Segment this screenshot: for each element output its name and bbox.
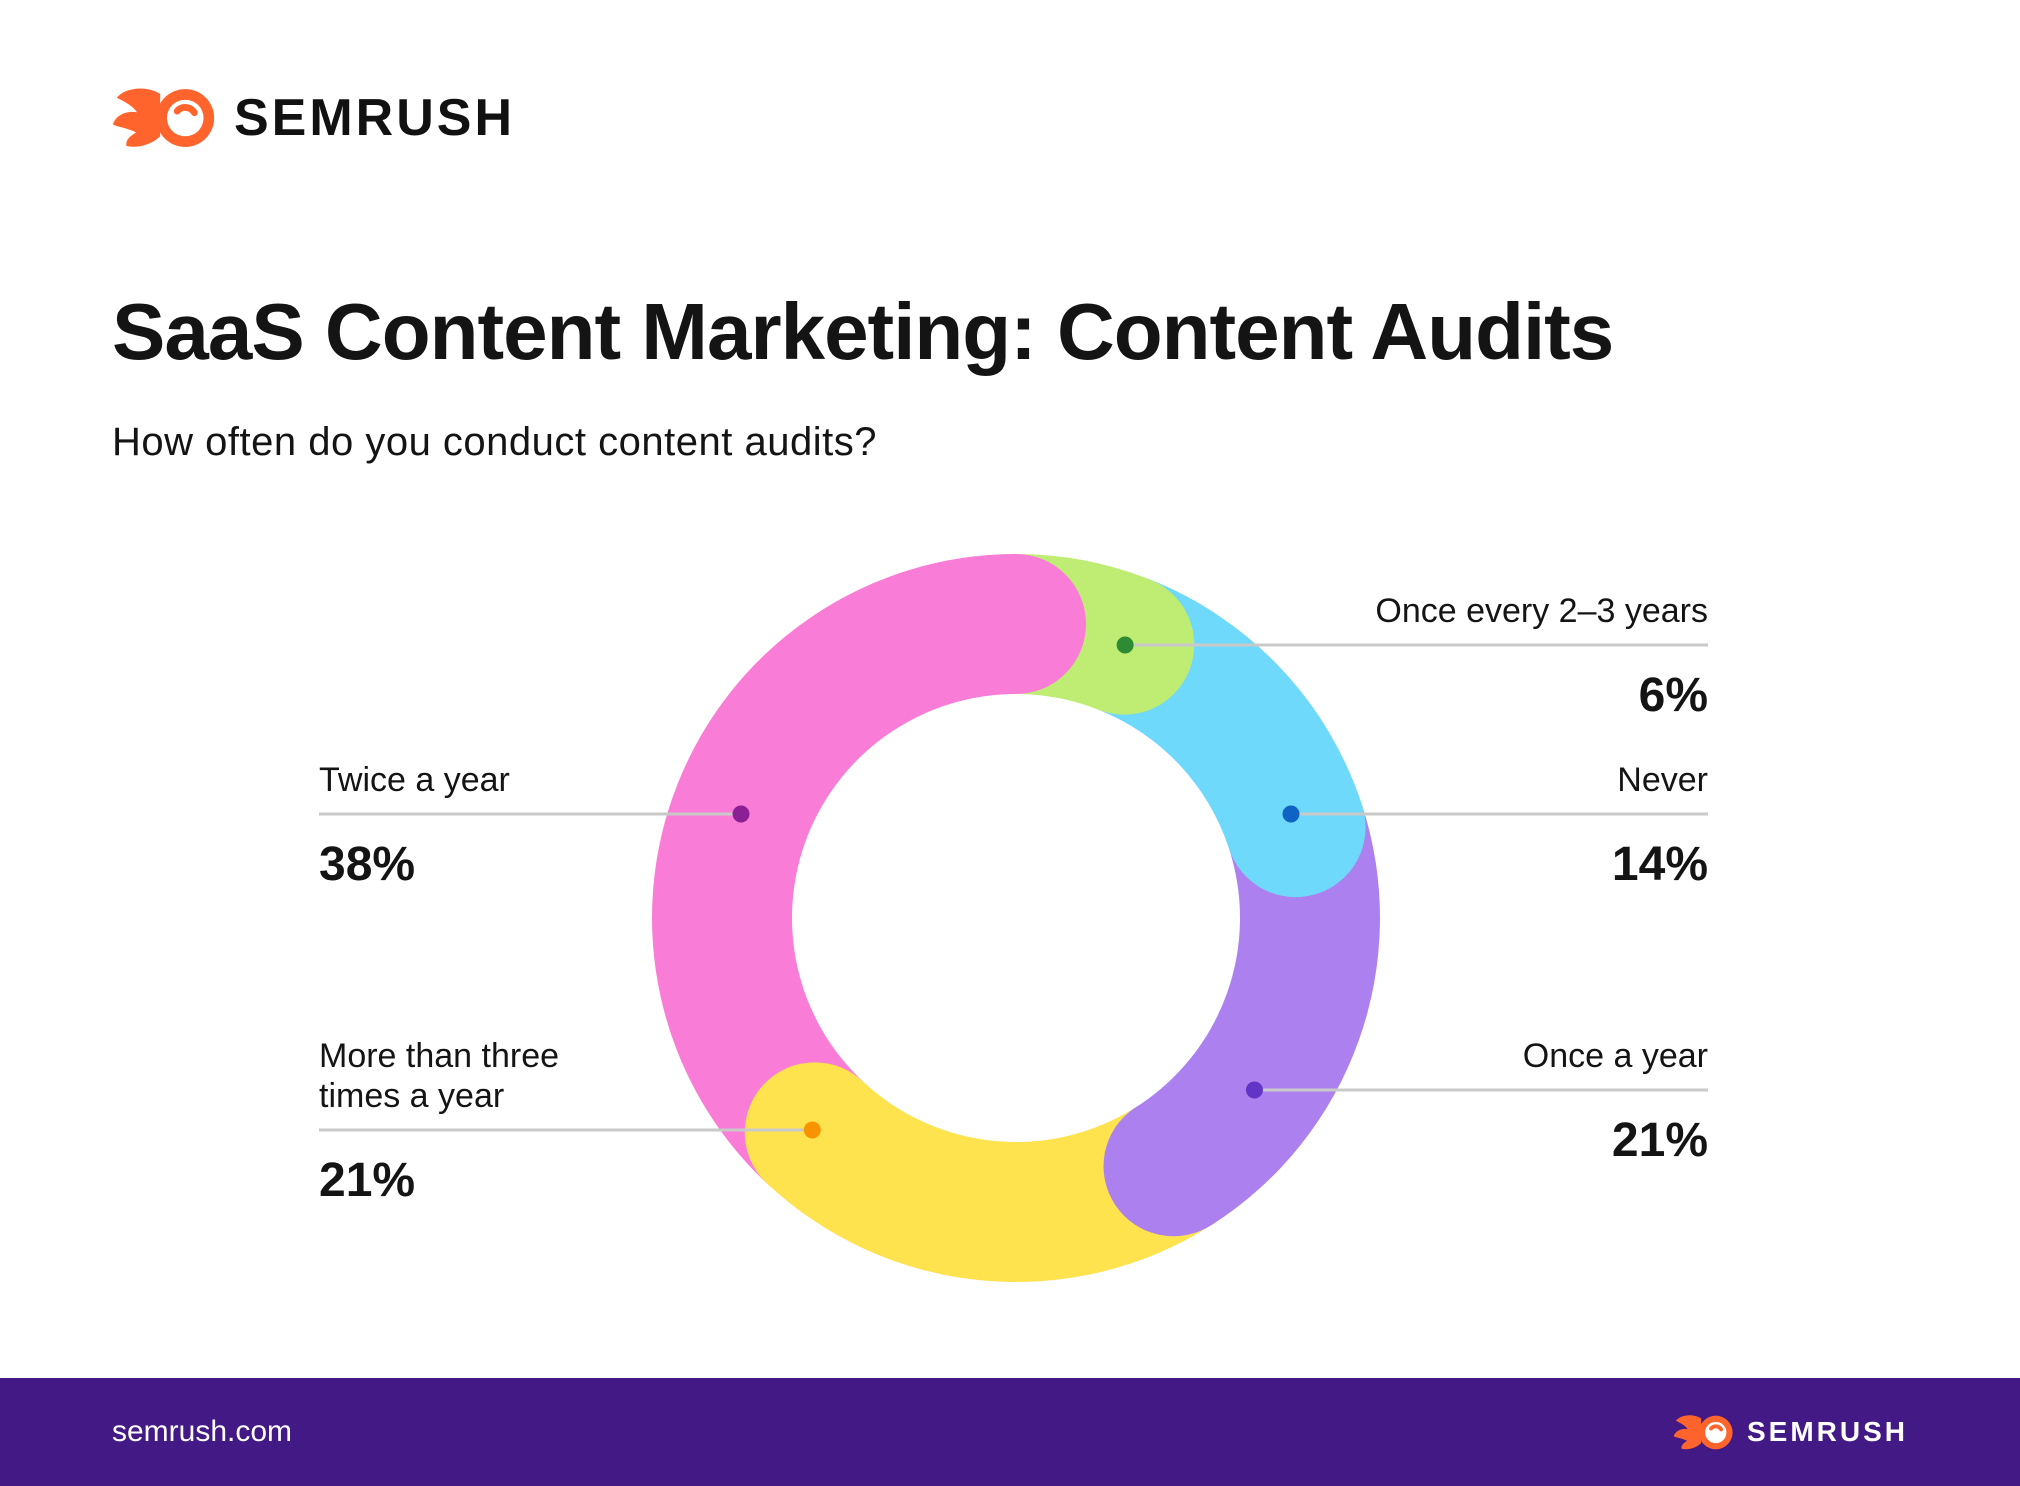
footer-semrush-logo-text: SEMRUSH (1746, 1416, 1908, 1447)
semrush-logo-text: SEMRUSH (234, 89, 516, 147)
footer-semrush-logo: SEMRUSH (1672, 1413, 1908, 1451)
donut-segment-cap-once-a-year (1103, 1096, 1244, 1237)
donut-segment-cap-never (1225, 757, 1366, 898)
leader-dot-never (1282, 805, 1300, 823)
leader-dot-more-than-three-times-a-year (803, 1121, 821, 1139)
leader-dot-once-a-year (1245, 1081, 1263, 1099)
callout-value-once-every-2-3-years: 6% (1638, 669, 1708, 722)
footer-url[interactable]: semrush.com (112, 1415, 293, 1448)
donut-segment-cap-twice-a-year (946, 554, 1086, 694)
leader-dot-once-every-2-3-years (1116, 636, 1134, 654)
chart-question: How often do you conduct content audits? (112, 420, 877, 464)
leader-dot-twice-a-year (732, 805, 750, 823)
callout-label-twice-a-year: Twice a year (319, 761, 510, 799)
callout-label-once-every-2-3-years: Once every 2–3 years (1375, 592, 1708, 630)
footer: semrush.com SEMRUSH (0, 1378, 2020, 1486)
page-title: SaaS Content Marketing: Content Audits (112, 287, 1614, 376)
callout-label-never: Never (1617, 761, 1708, 799)
callout-value-once-a-year: 21% (1611, 1114, 1708, 1167)
callout-value-more-than-three-times-a-year: 21% (319, 1154, 416, 1207)
callout-label-more-than-three-times-a-year: More than three times a year (319, 1037, 560, 1115)
callout-label-once-a-year: Once a year (1522, 1037, 1708, 1075)
callout-value-twice-a-year: 38% (319, 838, 416, 891)
semrush-flame-icon (1672, 1413, 1735, 1451)
semrush-logo: SEMRUSH (112, 86, 515, 150)
callout-value-never: 14% (1611, 838, 1708, 891)
donut-segment-twice-a-year (652, 554, 1016, 1184)
